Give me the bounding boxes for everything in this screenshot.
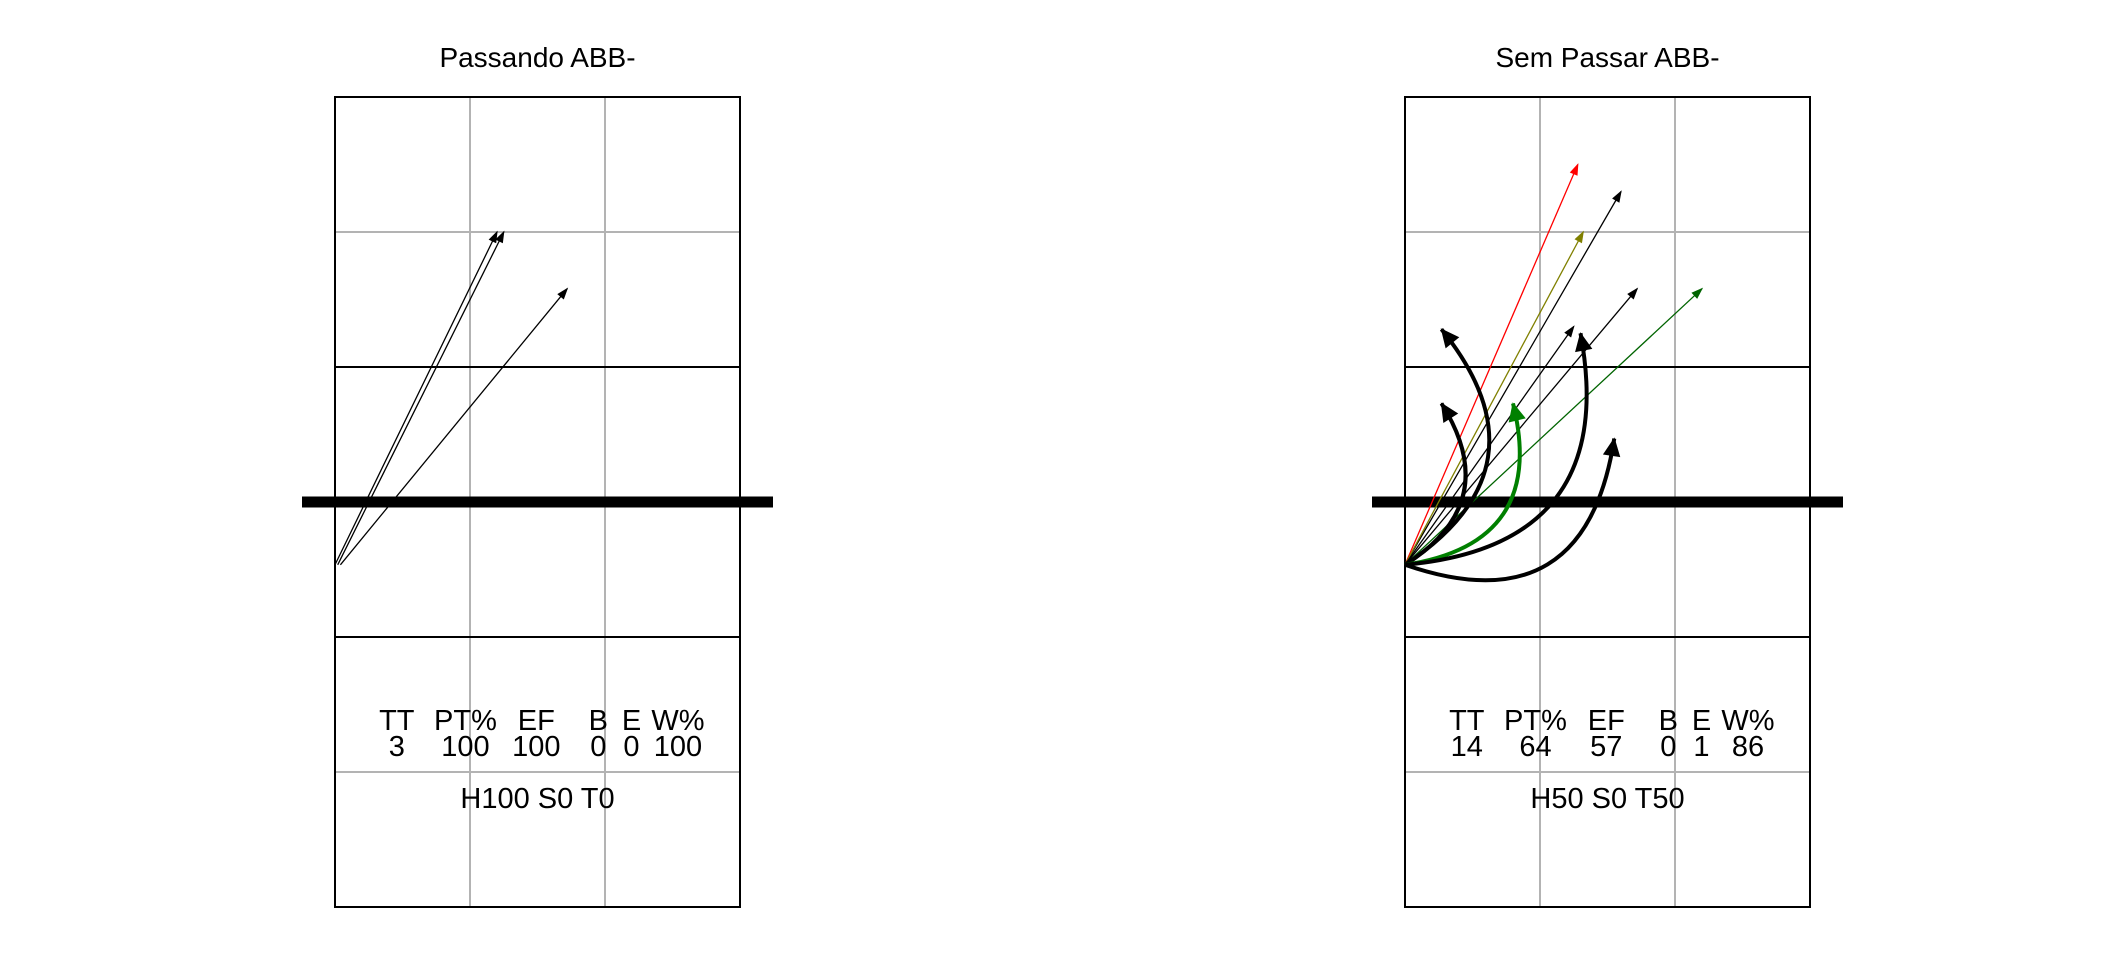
panel-title: Passando ABB- [439, 42, 635, 73]
stats-header: E [622, 705, 641, 737]
stats-value: 1 [1693, 731, 1709, 763]
stats-header: B [1659, 705, 1678, 737]
panel-title: Sem Passar ABB- [1495, 42, 1719, 73]
stats-value: 0 [1660, 731, 1676, 763]
curved-attack-arrow [1404, 332, 1593, 567]
attack-arrow [1404, 287, 1639, 566]
stats-header: PT% [434, 705, 497, 737]
stats-value: 100 [512, 731, 560, 763]
panel-1: Passando ABB- TT PT% EF B E W% 3 100 100 0 0 100 H100… [302, 42, 773, 908]
stats-value: 64 [1519, 731, 1551, 763]
stats-header: EF [1588, 705, 1625, 737]
stats-table: TT PT% EF B E W% 14 64 57 0 1 86 [1449, 705, 1774, 763]
stats-table: TT PT% EF B E W% 3 100 100 0 0 100 [379, 705, 704, 763]
zone-distribution-label: H100 S0 T0 [460, 783, 614, 815]
attack-arrows [1403, 163, 1704, 583]
stats-header: PT% [1504, 705, 1567, 737]
curved-attack-arrow [1404, 437, 1621, 583]
curved-attack-arrow [1404, 402, 1526, 567]
attack-arrow [1404, 190, 1622, 566]
stats-value: 3 [389, 731, 405, 763]
stats-value: 86 [1732, 731, 1764, 763]
stats-value: 57 [1590, 731, 1622, 763]
attack-arrow [337, 230, 505, 566]
stats-value: 100 [654, 731, 702, 763]
attack-arrows [334, 230, 569, 566]
attack-arrow [339, 287, 569, 566]
attack-arrow [334, 230, 498, 566]
zone-distribution-label: H50 S0 T50 [1530, 783, 1684, 815]
stats-header: EF [518, 705, 555, 737]
stats-header: B [589, 705, 608, 737]
stats-value: 100 [441, 731, 489, 763]
attack-arrow [1404, 230, 1584, 566]
stats-header: W% [651, 705, 704, 737]
stats-header: TT [379, 705, 415, 737]
attack-arrow [1404, 163, 1579, 566]
curved-attack-arrow [1403, 402, 1468, 567]
panel-2: Sem Passar ABB- TT PT% EF B E W% 14 64 57 0 1 86 H50 … [1372, 42, 1843, 908]
stats-value: 0 [590, 731, 606, 763]
stats-header: E [1692, 705, 1711, 737]
stats-header: TT [1449, 705, 1485, 737]
stats-header: W% [1721, 705, 1774, 737]
stats-value: 14 [1451, 731, 1483, 763]
stats-value: 0 [623, 731, 639, 763]
